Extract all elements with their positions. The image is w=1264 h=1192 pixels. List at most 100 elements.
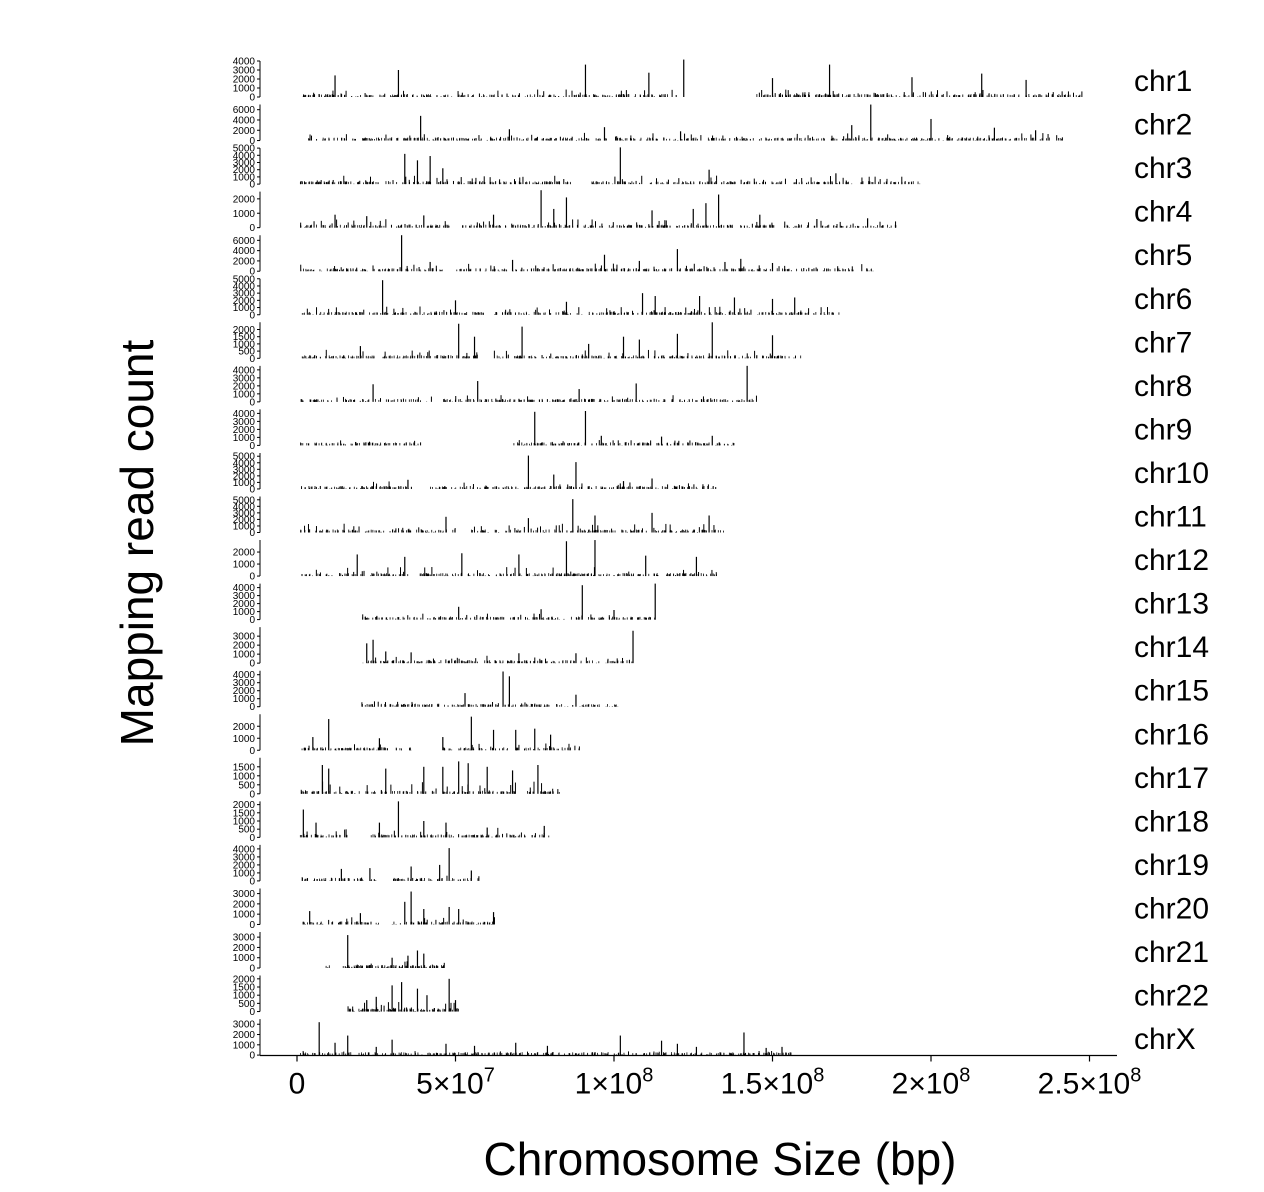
y-tick-label: 4000 xyxy=(233,246,256,257)
y-tick-label: 0 xyxy=(249,180,255,191)
y-tick-label: 4000 xyxy=(233,583,256,594)
coverage-bars xyxy=(361,671,619,707)
coverage-bars xyxy=(300,365,757,402)
chromosome-label: chr1 xyxy=(1134,65,1192,98)
y-tick-label: 1000 xyxy=(233,339,256,350)
y-tick-label: 1000 xyxy=(233,607,256,618)
chromosome-label: chr7 xyxy=(1134,326,1192,359)
y-tick-label: 0 xyxy=(249,136,255,147)
y-tick-label: 4000 xyxy=(233,458,256,469)
y-tick-label: 2000 xyxy=(233,686,256,697)
coverage-bars xyxy=(300,190,897,228)
coverage-bars xyxy=(300,235,874,272)
y-tick-label: 2000 xyxy=(233,599,256,610)
y-tick-label: 0 xyxy=(249,310,255,321)
y-tick-label: 2000 xyxy=(233,471,256,482)
chromosome-label: chr15 xyxy=(1134,675,1209,708)
coverage-bars xyxy=(300,761,560,794)
y-tick-label: 1000 xyxy=(233,478,256,489)
chromosome-label: chr8 xyxy=(1134,370,1192,403)
y-tick-label: 0 xyxy=(249,746,255,757)
chromosome-label: chr3 xyxy=(1134,152,1192,185)
y-tick-label: 2000 xyxy=(233,325,256,336)
y-tick-label: 0 xyxy=(249,702,255,713)
chromosome-label: chr17 xyxy=(1134,762,1209,795)
y-tick-label: 0 xyxy=(249,615,255,626)
y-tick-label: 1000 xyxy=(233,209,256,220)
y-tick-label: 1000 xyxy=(233,433,256,444)
y-tick-label: 0 xyxy=(249,354,255,365)
y-tick-label: 4000 xyxy=(233,115,256,126)
y-tick-label: 3000 xyxy=(233,417,256,428)
y-tick-label: 1000 xyxy=(233,694,256,705)
y-tick-label: 3000 xyxy=(233,465,256,476)
y-tick-label: 2000 xyxy=(233,722,256,733)
chromosome-label: chr14 xyxy=(1134,631,1209,664)
coverage-bars xyxy=(362,583,656,620)
y-tick-label: 4000 xyxy=(233,670,256,681)
y-tick-label: 5000 xyxy=(233,144,256,155)
y-tick-label: 5000 xyxy=(233,495,256,506)
y-tick-label: 1000 xyxy=(233,560,256,571)
y-tick-label: 2000 xyxy=(233,194,256,205)
y-axis-label: Mapping read count xyxy=(111,339,163,746)
y-tick-label: 3000 xyxy=(233,289,256,300)
y-tick-label: 3000 xyxy=(233,508,256,519)
coverage-bars xyxy=(300,499,724,533)
y-tick-label: 0 xyxy=(249,93,255,104)
y-tick-label: 3000 xyxy=(233,632,256,643)
y-tick-label: 0 xyxy=(249,789,255,800)
coverage-bars xyxy=(301,540,717,577)
y-tick-label: 2000 xyxy=(233,165,256,176)
y-tick-label: 500 xyxy=(238,347,255,358)
y-tick-label: 2000 xyxy=(233,641,256,652)
y-tick-label: 3000 xyxy=(233,373,256,384)
y-tick-label: 1000 xyxy=(233,389,256,400)
y-tick-label: 500 xyxy=(238,780,255,791)
coverage-bars xyxy=(362,630,634,664)
y-tick-label: 1000 xyxy=(233,84,256,95)
y-tick-label: 0 xyxy=(249,572,255,583)
y-tick-label: 2000 xyxy=(233,515,256,526)
y-tick-label: 5000 xyxy=(233,452,256,463)
y-tick-label: 1000 xyxy=(233,172,256,183)
y-tick-label: 2000 xyxy=(233,256,256,267)
coverage-bars xyxy=(301,716,580,751)
y-tick-label: 4000 xyxy=(233,281,256,292)
y-tick-label: 4000 xyxy=(233,502,256,513)
y-tick-label: 0 xyxy=(249,484,255,495)
y-tick-label: 4000 xyxy=(233,151,256,162)
chromosome-label: chr11 xyxy=(1134,501,1207,534)
y-tick-label: 1000 xyxy=(233,521,256,532)
y-tick-label: 6000 xyxy=(233,105,256,116)
chromosome-label: chr5 xyxy=(1134,239,1192,272)
y-tick-label: 0 xyxy=(249,528,255,539)
chromosome-label: chr6 xyxy=(1134,283,1192,316)
x-axis-label: Chromosome Size (bp) xyxy=(484,1133,957,1185)
y-tick-label: 1000 xyxy=(233,734,256,745)
facet-chr4: 0 1000 2000 chr4 xyxy=(233,190,1192,234)
coverage-bars xyxy=(301,322,802,359)
chromosome-label: chr4 xyxy=(1134,196,1192,229)
y-tick-label: 2000 xyxy=(233,126,256,137)
y-tick-label: 3000 xyxy=(233,678,256,689)
y-tick-label: 4000 xyxy=(233,365,256,376)
chromosome-label: chr13 xyxy=(1134,588,1209,621)
coverage-bars xyxy=(300,411,735,446)
y-tick-label: 0 xyxy=(249,223,255,234)
coverage-bars xyxy=(301,280,840,315)
y-tick-label: 3000 xyxy=(233,158,256,169)
